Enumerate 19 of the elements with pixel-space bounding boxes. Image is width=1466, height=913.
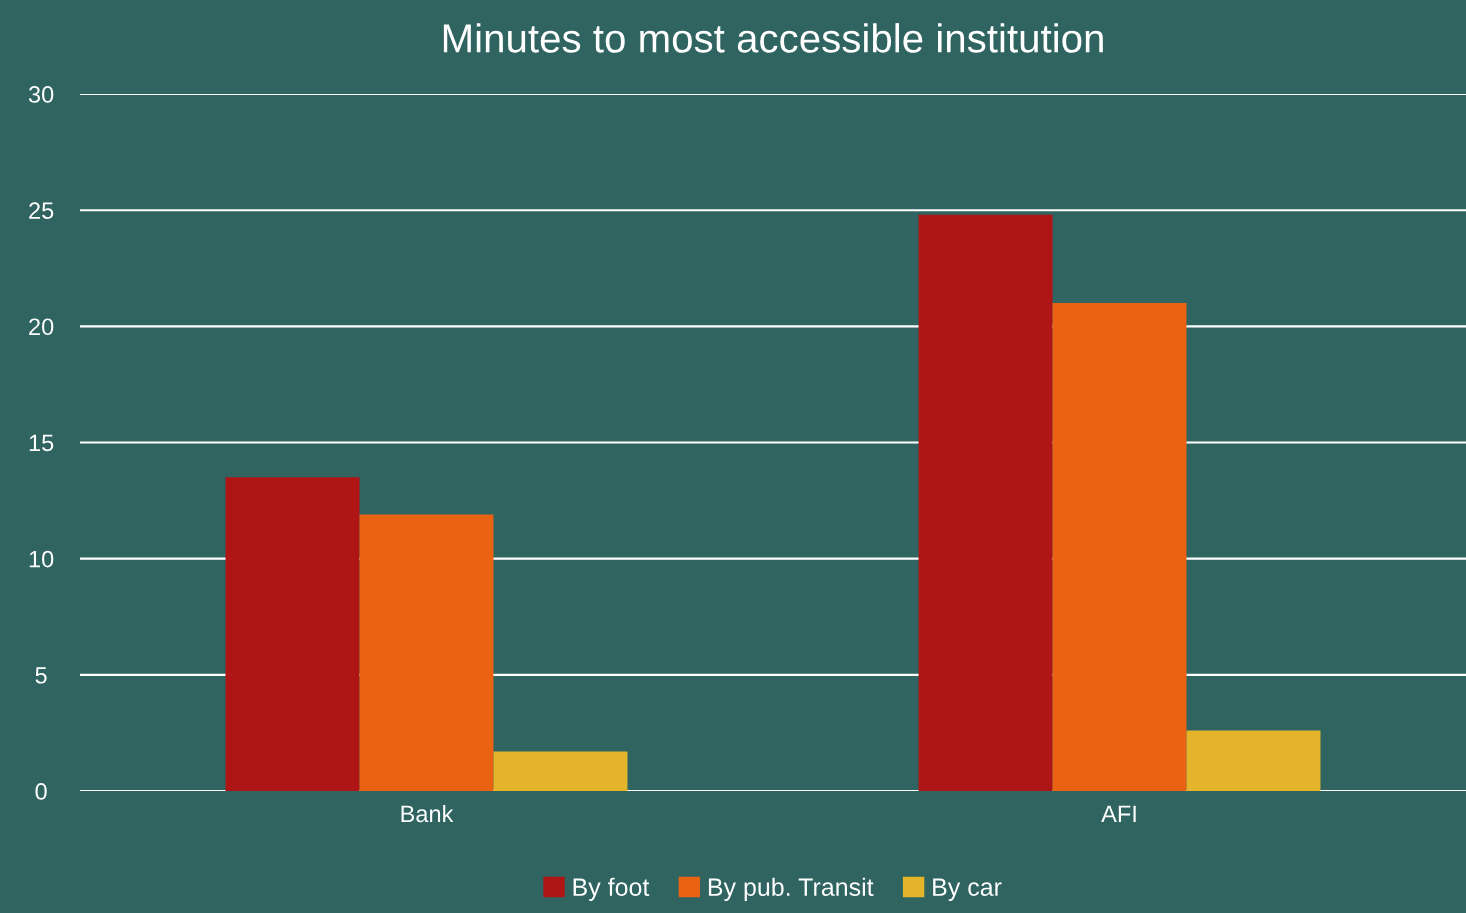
- bar: [1186, 730, 1321, 791]
- y-tick-label: 5: [35, 667, 47, 684]
- bar: [359, 514, 494, 791]
- y-tick-label: 15: [29, 434, 54, 452]
- bar: [493, 751, 628, 791]
- legend-label: By car: [933, 878, 1002, 901]
- bar: [225, 477, 360, 791]
- legend-label: By pub. Transit: [708, 877, 874, 901]
- bar: [1052, 303, 1187, 791]
- chart-title: Minutes to most accessible institution: [443, 23, 1103, 53]
- x-tick-label: AFI: [1101, 805, 1136, 822]
- y-tick-label: 30: [28, 86, 54, 103]
- y-tick-label: 20: [29, 318, 54, 336]
- y-tick-label: 0: [35, 783, 47, 800]
- x-tick-label: Bank: [401, 804, 454, 823]
- legend-label: By foot: [573, 877, 650, 901]
- bar: [918, 214, 1053, 791]
- y-tick-label: 10: [29, 550, 54, 568]
- y-tick-label: 25: [29, 202, 54, 219]
